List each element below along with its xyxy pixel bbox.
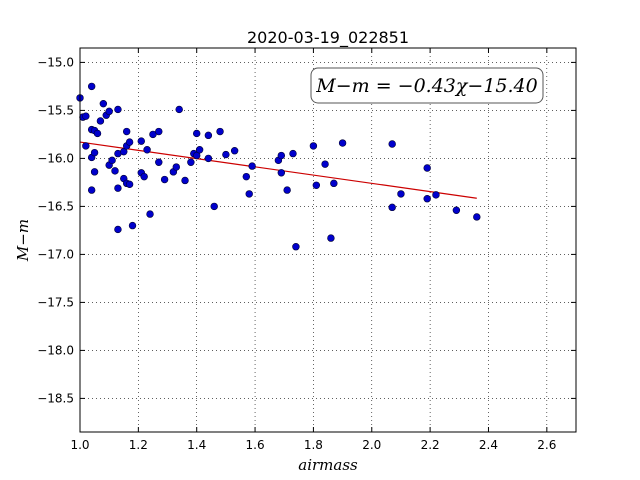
y-tick-label: −15.0: [37, 55, 74, 69]
data-point: [277, 151, 286, 160]
data-point: [120, 147, 128, 156]
data-point: [143, 146, 151, 154]
y-tick-label: −16.0: [37, 151, 74, 165]
data-point: [388, 140, 396, 148]
data-point: [111, 167, 119, 175]
y-tick-label: −18.5: [37, 391, 74, 405]
x-tick-label: 1.4: [187, 438, 206, 452]
data-point: [155, 158, 163, 166]
data-point: [105, 107, 113, 116]
x-tick-label: 2.0: [362, 438, 381, 452]
data-point: [423, 195, 431, 203]
y-tick-label: −15.5: [37, 103, 74, 117]
data-point: [204, 154, 213, 163]
data-point: [338, 139, 347, 147]
data-point: [140, 172, 148, 181]
data-point: [397, 190, 405, 198]
data-point: [277, 169, 286, 177]
data-point: [90, 168, 99, 176]
data-point: [155, 127, 163, 136]
data-point: [283, 186, 291, 194]
data-point: [146, 210, 154, 218]
data-point: [108, 156, 116, 165]
data-point: [423, 164, 431, 172]
data-point: [245, 190, 253, 198]
data-point: [125, 138, 134, 146]
fit-annotation: M−m = −0.43χ−15.40: [310, 67, 544, 104]
x-tick-label: 1.6: [246, 438, 265, 452]
data-point: [321, 160, 329, 168]
data-point: [473, 213, 481, 221]
data-point: [82, 142, 90, 150]
y-tick-label: −17.0: [37, 247, 74, 261]
data-point: [309, 142, 318, 150]
data-point: [193, 129, 201, 138]
data-point: [216, 127, 224, 136]
x-tick-labels: 1.0 1.2 1.4 1.6 1.8 2.0 2.2 2.4 2.6: [70, 48, 556, 452]
data-point: [114, 105, 122, 114]
data-point: [128, 221, 137, 230]
data-point: [330, 179, 338, 188]
x-tick-label: 1.0: [70, 438, 89, 452]
x-tick-label: 1.2: [129, 438, 148, 452]
data-point: [149, 130, 157, 139]
data-point: [114, 225, 122, 234]
data-point: [160, 175, 169, 184]
grid-lines: [80, 48, 576, 432]
data-point: [137, 137, 145, 145]
y-axis-label: M−m: [14, 219, 32, 262]
data-point: [230, 147, 239, 155]
data-point: [210, 202, 218, 211]
y-tick-label: −17.5: [37, 295, 74, 309]
data-point: [388, 203, 396, 212]
x-tick-label: 2.2: [421, 438, 440, 452]
chart-title: 2020-03-19_022851: [247, 28, 409, 48]
data-point: [187, 158, 195, 166]
data-point: [122, 127, 131, 136]
x-tick-label: 1.8: [304, 438, 323, 452]
data-point: [248, 162, 256, 170]
y-tick-labels: −15.0 −15.5 −16.0 −16.5 −17.0 −17.5 −18.0 −18.5: [37, 55, 576, 405]
annotation-text: M−m = −0.43χ−15.40: [315, 75, 537, 97]
data-point: [432, 191, 440, 199]
data-point: [172, 163, 180, 171]
data-point: [193, 151, 201, 160]
data-point: [175, 105, 183, 114]
data-point: [289, 149, 297, 158]
data-point: [222, 150, 230, 159]
data-point: [87, 186, 96, 194]
data-point: [204, 131, 213, 140]
plot-area-frame: [79, 47, 577, 433]
data-point: [452, 206, 461, 214]
y-tick-label: −16.5: [37, 199, 74, 213]
data-point: [242, 172, 251, 181]
data-point: [87, 82, 96, 91]
x-tick-label: 2.6: [537, 438, 556, 452]
data-point: [327, 234, 335, 242]
data-point: [114, 184, 122, 192]
x-axis-label: airmass: [298, 456, 358, 474]
x-tick-label: 2.4: [479, 438, 498, 452]
data-point: [82, 112, 90, 120]
y-tick-label: −18.0: [37, 343, 74, 357]
data-points: [76, 82, 481, 251]
data-point: [312, 181, 321, 189]
data-point: [292, 243, 300, 251]
data-point: [90, 148, 99, 157]
annotation-box: [310, 67, 544, 104]
data-point: [93, 129, 102, 138]
data-point: [181, 176, 189, 185]
data-point: [96, 117, 105, 125]
data-point: [99, 99, 108, 108]
data-point: [125, 180, 134, 189]
data-point: [195, 146, 204, 154]
